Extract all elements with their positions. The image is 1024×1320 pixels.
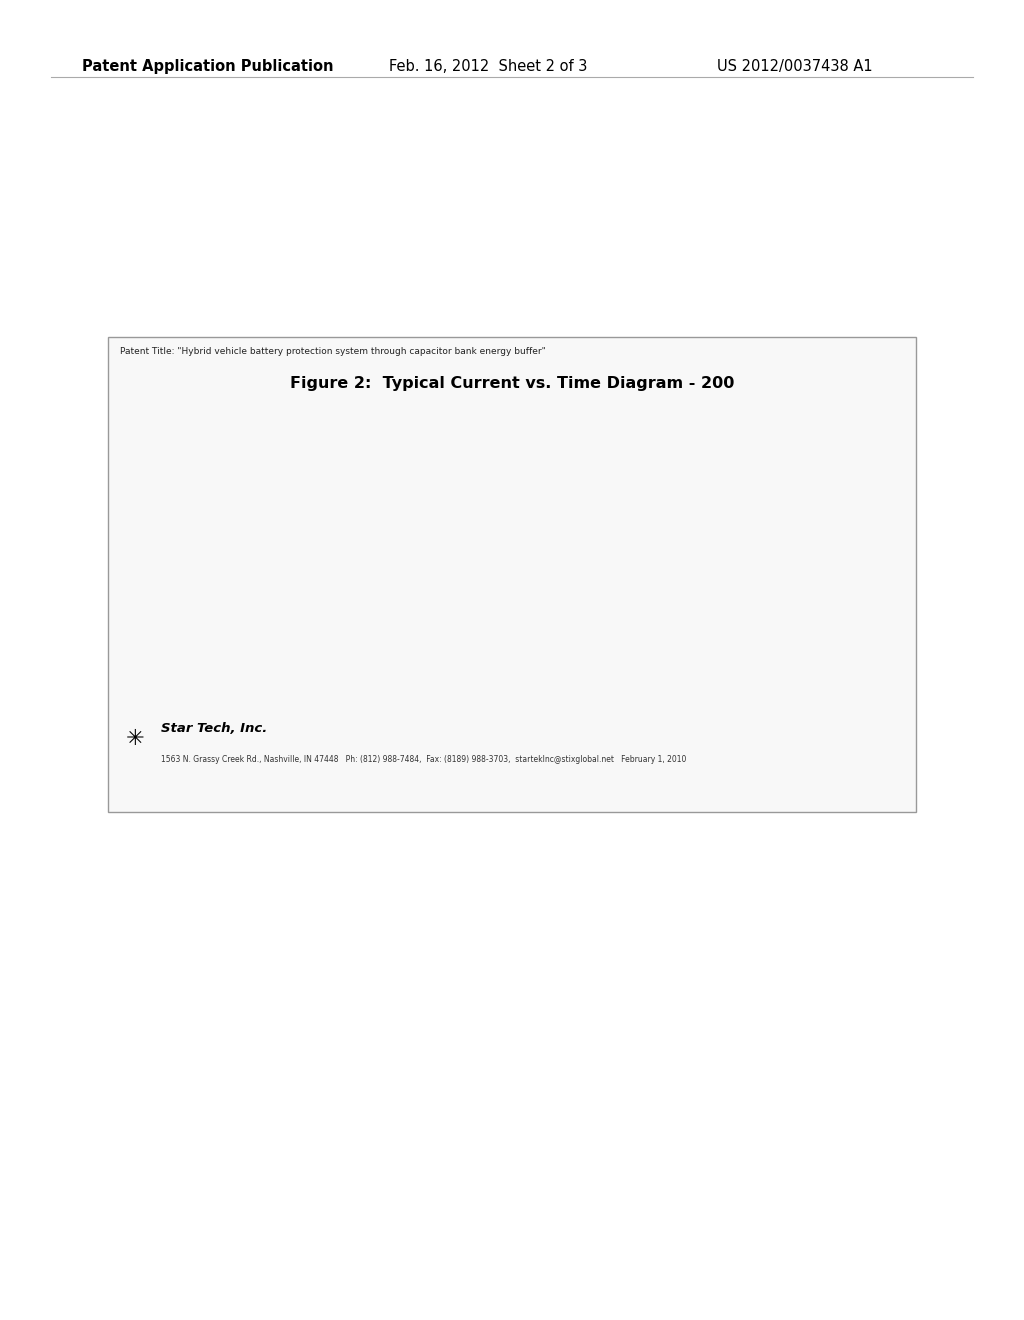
Text: Figure 2:  Typical Current vs. Time Diagram - 200: Figure 2: Typical Current vs. Time Diagr… — [290, 376, 734, 391]
Text: 1563 N. Grassy Creek Rd., Nashville, IN 47448   Ph: (812) 988-7484,  Fax: (8189): 1563 N. Grassy Creek Rd., Nashville, IN … — [161, 755, 686, 763]
Text: Patent Title: "Hybrid vehicle battery protection system through capacitor bank e: Patent Title: "Hybrid vehicle battery pr… — [120, 347, 546, 356]
Text: ✳: ✳ — [126, 729, 144, 750]
Text: US 2012/0037438 A1: US 2012/0037438 A1 — [717, 59, 872, 74]
Y-axis label: Current (Amps): Current (Amps) — [181, 502, 197, 634]
Text: Patent Application Publication: Patent Application Publication — [82, 59, 334, 74]
Text: Star Tech, Inc.: Star Tech, Inc. — [161, 722, 267, 735]
X-axis label: Time (Seconds): Time (Seconds) — [466, 708, 599, 723]
Text: Unassisted typical battery discharge
pattern: Unassisted typical battery discharge pat… — [311, 556, 678, 644]
Text: Feb. 16, 2012  Sheet 2 of 3: Feb. 16, 2012 Sheet 2 of 3 — [389, 59, 588, 74]
